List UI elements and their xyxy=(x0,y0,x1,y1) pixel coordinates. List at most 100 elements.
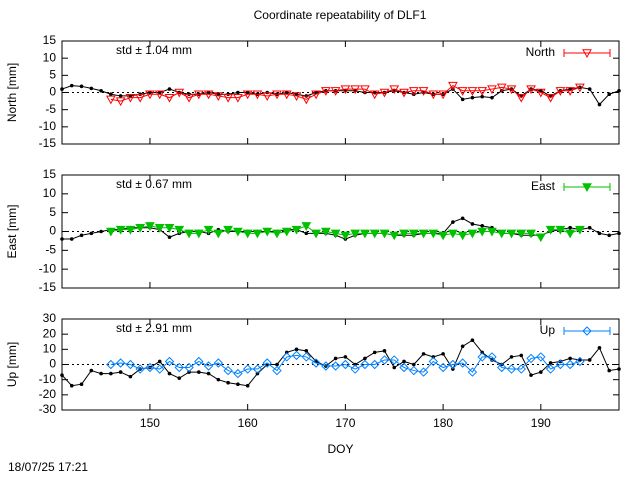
point xyxy=(350,364,360,374)
point xyxy=(340,85,351,95)
point xyxy=(516,93,527,103)
point xyxy=(311,358,321,368)
x-tick-label: 190 xyxy=(531,416,551,430)
point xyxy=(470,222,475,226)
point xyxy=(252,229,263,239)
point xyxy=(516,229,527,239)
point xyxy=(167,371,172,376)
y-tick-label: -10 xyxy=(39,261,57,275)
point xyxy=(457,231,468,241)
y-tick-label: 0 xyxy=(49,85,56,99)
point xyxy=(233,93,243,103)
y-tick-label: -5 xyxy=(45,243,56,257)
y-axis-label: East [mm] xyxy=(5,204,19,258)
point xyxy=(252,364,263,374)
point xyxy=(148,90,152,95)
point xyxy=(174,362,184,373)
point xyxy=(448,359,458,370)
point xyxy=(418,87,429,96)
point xyxy=(206,90,211,95)
legend-marker xyxy=(582,326,592,336)
point xyxy=(272,90,282,100)
series-line xyxy=(61,85,620,106)
point xyxy=(470,338,475,343)
point xyxy=(587,358,592,362)
point xyxy=(128,374,133,379)
point xyxy=(89,368,94,373)
legend-label: North xyxy=(526,45,555,59)
point xyxy=(301,222,312,231)
point xyxy=(236,90,240,95)
point xyxy=(382,349,387,353)
point xyxy=(526,229,536,239)
point xyxy=(506,85,517,95)
point xyxy=(154,224,165,233)
point xyxy=(157,359,162,364)
point xyxy=(275,362,279,367)
point xyxy=(213,358,224,368)
point xyxy=(555,87,566,96)
point xyxy=(399,88,409,98)
y-tick-label: 10 xyxy=(43,186,57,200)
y-tick-label: 30 xyxy=(43,311,57,325)
point xyxy=(617,367,621,371)
point xyxy=(369,359,380,370)
point xyxy=(545,225,556,235)
point xyxy=(193,90,204,100)
point xyxy=(467,87,478,96)
point xyxy=(535,233,546,243)
point xyxy=(363,356,367,361)
point xyxy=(379,355,390,365)
point xyxy=(428,356,439,367)
point xyxy=(184,362,194,373)
point xyxy=(203,225,214,235)
point xyxy=(164,93,175,103)
point xyxy=(320,87,331,96)
point xyxy=(281,227,292,237)
point xyxy=(145,90,155,100)
point xyxy=(262,227,273,237)
point xyxy=(167,235,172,239)
y-tick-label: -30 xyxy=(39,402,57,416)
point xyxy=(79,233,84,238)
point xyxy=(526,353,536,364)
point xyxy=(118,94,123,98)
point xyxy=(399,362,409,373)
point xyxy=(565,359,575,370)
point xyxy=(460,344,465,349)
point xyxy=(467,229,478,239)
point xyxy=(587,87,592,91)
point xyxy=(369,90,380,100)
point xyxy=(174,225,185,235)
point xyxy=(438,362,448,373)
point xyxy=(555,225,566,235)
point xyxy=(409,365,419,376)
point xyxy=(526,85,536,95)
y-tick-label: 5 xyxy=(49,68,56,82)
point xyxy=(408,87,419,96)
point xyxy=(379,229,390,239)
point xyxy=(89,86,94,91)
point xyxy=(379,88,390,98)
point xyxy=(330,361,341,371)
point xyxy=(350,85,361,95)
point xyxy=(438,231,448,241)
point xyxy=(340,359,351,370)
point xyxy=(79,382,84,387)
point xyxy=(369,229,380,239)
point xyxy=(490,95,494,100)
point xyxy=(539,370,543,374)
point xyxy=(441,352,445,356)
point xyxy=(350,229,361,239)
point xyxy=(291,92,302,101)
annotation: std ± 0.67 mm xyxy=(116,177,192,191)
point xyxy=(340,231,351,241)
point xyxy=(408,229,419,239)
point xyxy=(565,229,575,239)
point xyxy=(242,90,253,100)
point xyxy=(555,359,566,370)
point xyxy=(460,216,465,221)
point xyxy=(294,347,299,352)
point xyxy=(448,229,458,239)
